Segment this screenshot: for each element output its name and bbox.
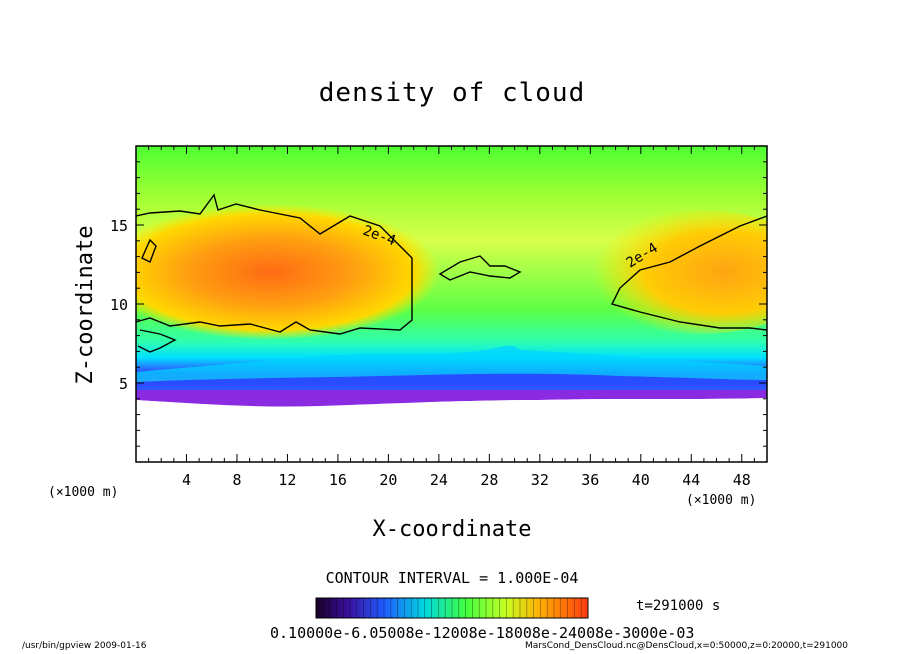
chart-title: density of cloud <box>318 78 586 108</box>
x-tick-labels: 4 8 12 16 20 24 28 32 36 40 44 48 <box>182 471 751 489</box>
x-tick-label: 40 <box>632 471 650 489</box>
contour-small-2 <box>141 238 157 263</box>
x-tick-label: 8 <box>232 471 241 489</box>
x-tick-label: 36 <box>581 471 599 489</box>
contour-2e-4-center <box>438 255 522 281</box>
x-axis-unit: (×1000 m) <box>686 493 756 508</box>
x-tick-label: 48 <box>733 471 751 489</box>
x-tick-label: 20 <box>379 471 397 489</box>
y-tick-label: 10 <box>110 296 128 314</box>
x-axis-title: X-coordinate <box>373 517 532 542</box>
contour-2e-4-right <box>610 215 767 331</box>
contour-interval-text: CONTOUR INTERVAL = 1.000E-04 <box>326 569 579 587</box>
x-tick-label: 28 <box>480 471 498 489</box>
contour-lines <box>136 193 767 353</box>
x-tick-label: 32 <box>531 471 549 489</box>
x-tick-label: 4 <box>182 471 191 489</box>
colorbar-tick-labels: 0.10000e-6.05008e-12008e-18008e-24008e-3… <box>270 624 694 642</box>
x-tick-label: 44 <box>682 471 700 489</box>
density-field <box>136 146 767 462</box>
y-tick-label: 5 <box>119 375 128 393</box>
x-tick-label: 24 <box>430 471 448 489</box>
footer-left: /usr/bin/gpview 2009-01-16 <box>22 641 147 651</box>
colorbar-divisions <box>322 598 582 618</box>
axis-ticks <box>135 145 768 463</box>
footer-right: MarsCond_DensCloud.nc@DensCloud,x=0:5000… <box>525 641 848 651</box>
y-tick-label: 15 <box>110 217 128 235</box>
contour-2e-4-left <box>136 193 413 335</box>
contour-small-1 <box>137 329 177 353</box>
time-label: t=291000 s <box>636 598 720 614</box>
x-tick-label: 16 <box>329 471 347 489</box>
x-tick-label: 12 <box>278 471 296 489</box>
y-axis-unit: (×1000 m) <box>48 485 118 500</box>
y-tick-labels: 5 10 15 <box>110 217 128 393</box>
y-axis-title: Z-coordinate <box>73 226 98 385</box>
